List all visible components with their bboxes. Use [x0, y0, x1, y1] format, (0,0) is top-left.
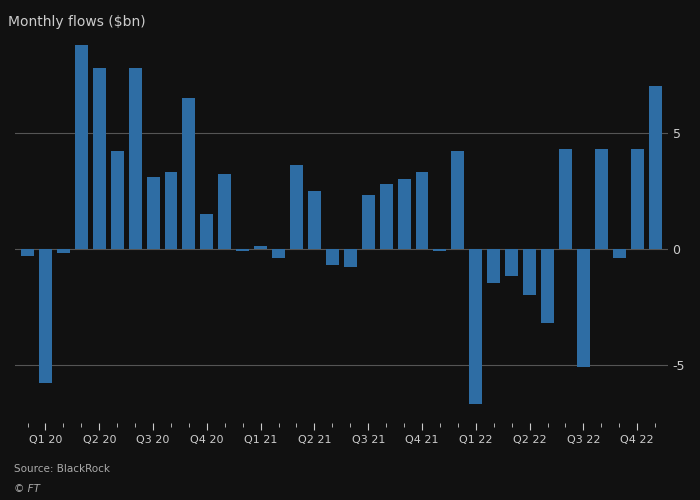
Bar [541, 248, 554, 323]
Bar [218, 174, 231, 248]
Bar [200, 214, 214, 248]
Bar [416, 172, 428, 248]
Bar [129, 68, 141, 248]
Bar [398, 179, 410, 248]
Bar [559, 149, 572, 248]
Bar [344, 248, 357, 267]
Bar [649, 86, 661, 248]
Bar [272, 248, 285, 258]
Bar [487, 248, 500, 284]
Text: © FT: © FT [14, 484, 40, 494]
Bar [146, 176, 160, 248]
Bar [290, 165, 303, 248]
Bar [469, 248, 482, 404]
Bar [308, 190, 321, 248]
Bar [21, 248, 34, 256]
Bar [379, 184, 393, 248]
Bar [237, 248, 249, 251]
Bar [523, 248, 536, 295]
Bar [612, 248, 626, 258]
Bar [433, 248, 447, 251]
Bar [254, 246, 267, 248]
Bar [631, 149, 643, 248]
Bar [595, 149, 608, 248]
Bar [75, 44, 88, 249]
Bar [39, 248, 52, 383]
Bar [111, 151, 124, 248]
Text: Source: BlackRock: Source: BlackRock [14, 464, 110, 474]
Bar [452, 151, 464, 248]
Bar [326, 248, 339, 265]
Text: Monthly flows ($bn): Monthly flows ($bn) [8, 15, 146, 29]
Bar [164, 172, 177, 248]
Bar [93, 68, 106, 248]
Bar [57, 248, 70, 253]
Bar [362, 196, 375, 248]
Bar [505, 248, 518, 276]
Bar [183, 98, 195, 248]
Bar [577, 248, 590, 367]
